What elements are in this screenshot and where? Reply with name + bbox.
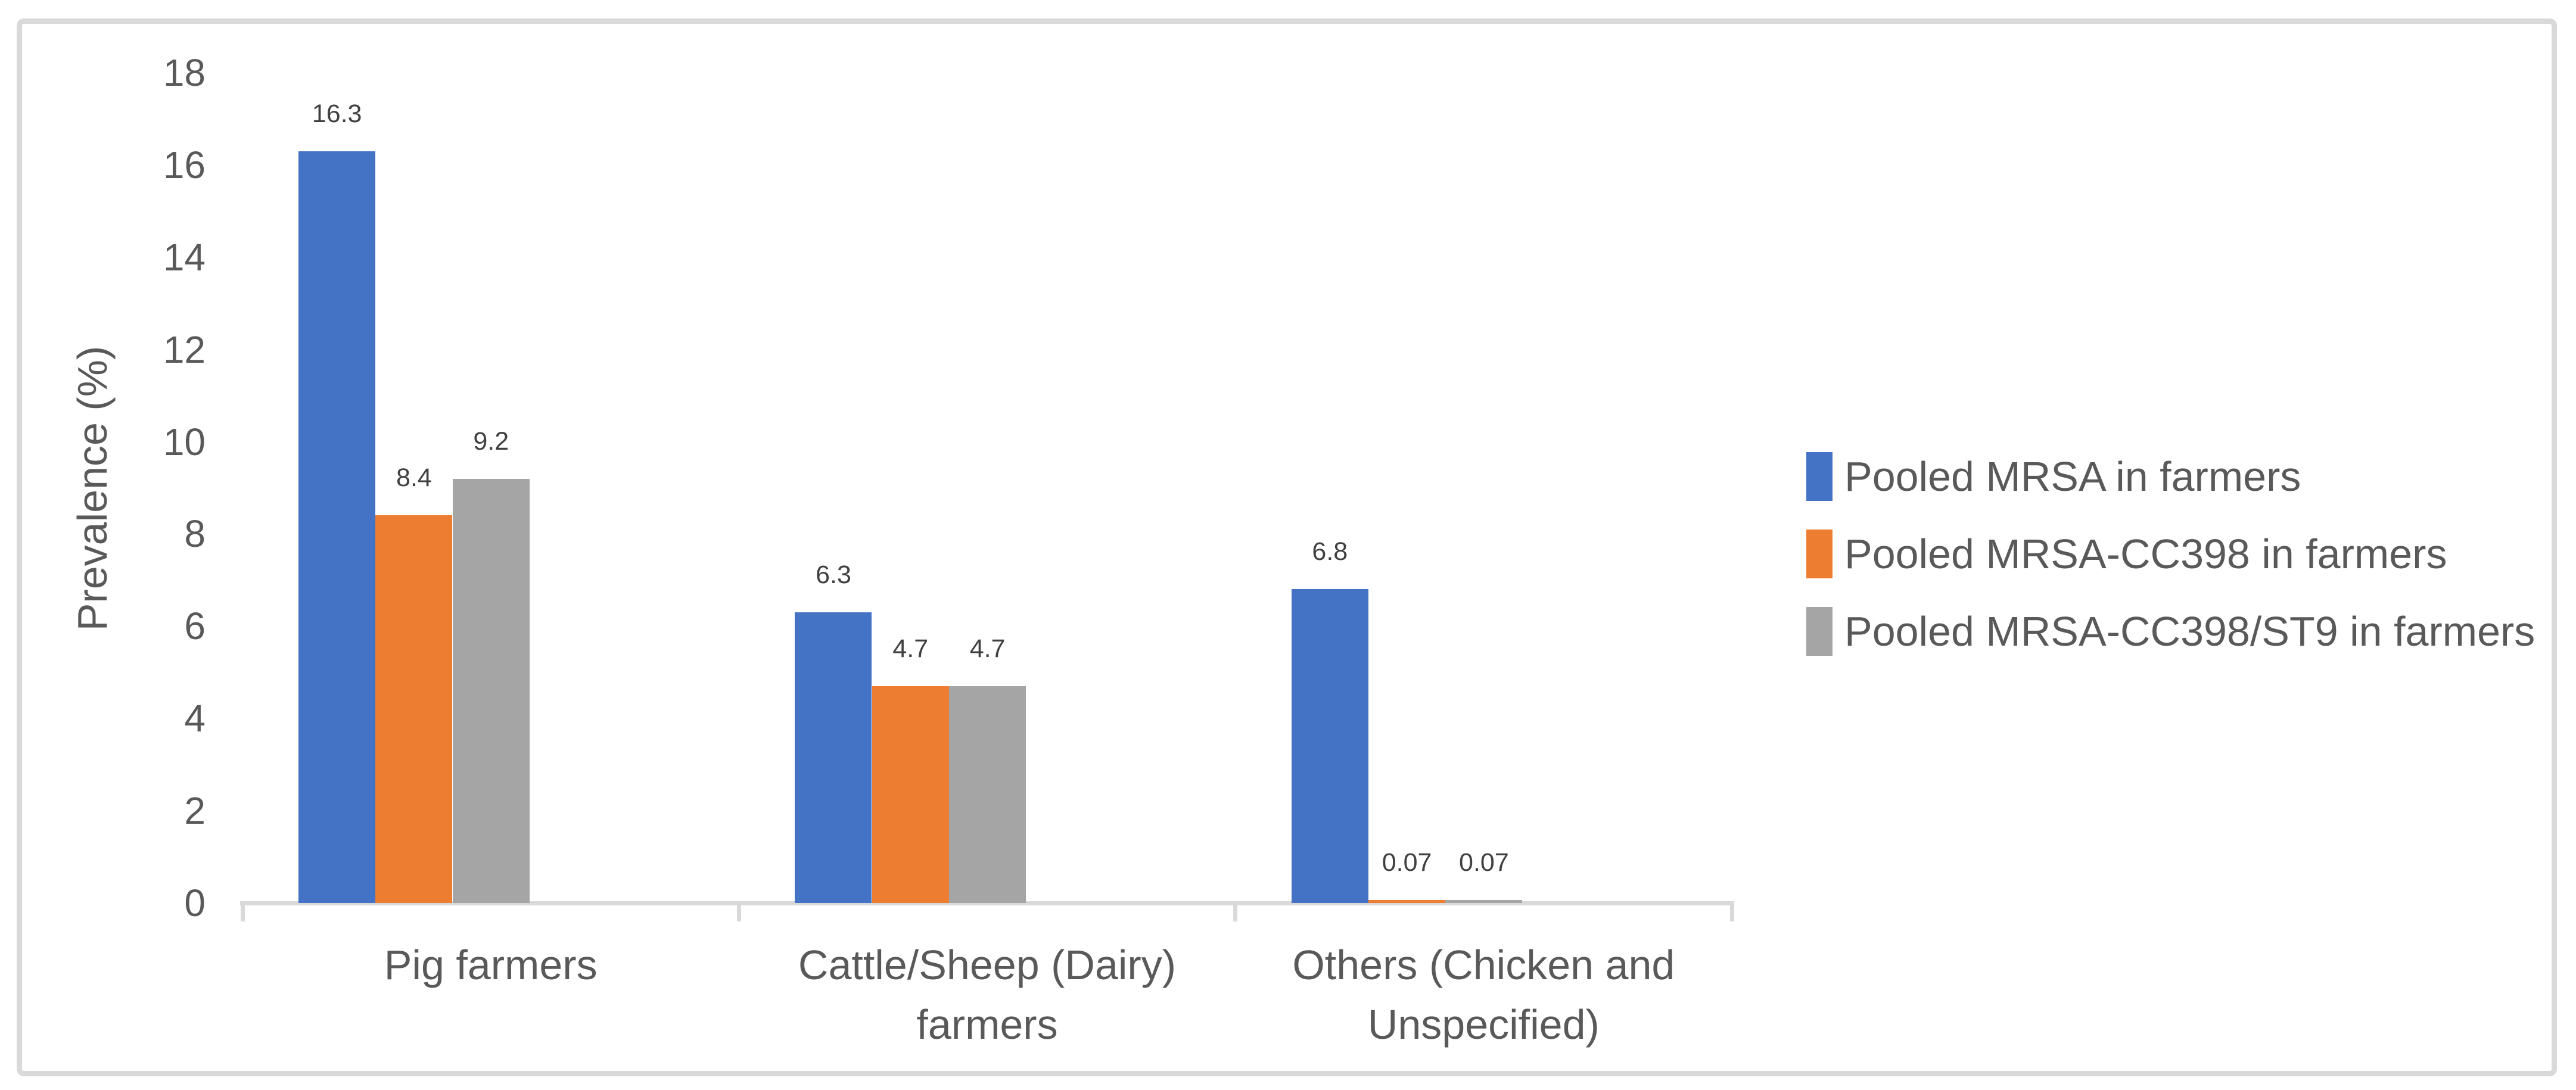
- y-axis-tick-label: 10: [163, 420, 206, 463]
- bar-value-label: 0.07: [1459, 848, 1509, 877]
- bar-value-label: 4.7: [969, 634, 1006, 663]
- legend-swatch-blue: [1806, 452, 1833, 501]
- x-axis-category-label: Pig farmers: [223, 935, 759, 995]
- x-axis-category-label-line: Others (Chicken and: [1292, 942, 1675, 988]
- bar-value-label: 16.3: [312, 99, 362, 128]
- y-axis-tick-label: 6: [184, 605, 206, 648]
- legend-swatch-gray: [1806, 607, 1833, 656]
- bar-value-label: 8.4: [396, 463, 432, 492]
- y-axis-tick-label: 2: [184, 789, 206, 833]
- x-axis-category-label: Cattle/Sheep (Dairy) farmers: [719, 935, 1255, 1054]
- y-axis-tick-label: 8: [184, 512, 206, 556]
- bar-pooled-mrsa-cc398-in-farmers-cat1: [872, 686, 949, 903]
- x-axis-tick-mark: [240, 901, 245, 921]
- x-axis-category-label: Others (Chicken and Unspecified): [1215, 935, 1751, 1054]
- bar-value-label: 6.8: [1312, 537, 1348, 566]
- bar-value-label: 6.3: [816, 560, 851, 589]
- bar-pooled-mrsa-in-farmers-cat2: [1291, 589, 1368, 903]
- x-axis-tick-mark: [736, 901, 741, 921]
- x-axis-category-label-line: Cattle/Sheep (Dairy): [798, 942, 1177, 988]
- x-axis-category-label-line: Unspecified): [1367, 1001, 1600, 1048]
- y-axis-tick-label: 4: [184, 697, 206, 740]
- x-axis-tick-mark: [1729, 901, 1734, 921]
- bar-value-label: 4.7: [892, 634, 929, 663]
- bar-pooled-mrsa-cc398-in-farmers-cat0: [375, 515, 453, 903]
- bar-pooled-mrsa-cc398-st9-in-farmers-cat2: [1445, 900, 1523, 903]
- y-axis-tick-label: 14: [163, 235, 206, 279]
- bar-pooled-mrsa-cc398-st9-in-farmers-cat0: [452, 479, 530, 903]
- x-axis-category-label-line: farmers: [916, 1001, 1058, 1048]
- y-axis-tick-label: 0: [184, 882, 206, 924]
- y-axis-tick-label: 16: [163, 143, 206, 186]
- bar-pooled-mrsa-cc398-in-farmers-cat2: [1368, 900, 1445, 903]
- bar-value-label: 9.2: [473, 427, 509, 456]
- legend-entry-label: Pooled MRSA-CC398 in farmers: [1844, 531, 2447, 577]
- x-axis-line: [240, 901, 1734, 905]
- y-axis-tick-label: 12: [163, 328, 206, 371]
- bar-pooled-mrsa-cc398-st9-in-farmers-cat1: [948, 686, 1026, 903]
- legend-swatch-orange: [1806, 530, 1833, 578]
- bar-pooled-mrsa-in-farmers-cat1: [795, 612, 872, 903]
- bar-value-label: 0.07: [1382, 848, 1432, 877]
- bar-pooled-mrsa-in-farmers-cat0: [298, 151, 375, 903]
- legend-entry-label: Pooled MRSA in farmers: [1844, 453, 2301, 500]
- legend-entry-label: Pooled MRSA-CC398/ST9 in farmers: [1844, 608, 2535, 655]
- y-axis-tick-label: 18: [163, 51, 206, 94]
- x-axis-tick-mark: [1233, 901, 1238, 921]
- x-axis-category-label-line: Pig farmers: [384, 942, 598, 988]
